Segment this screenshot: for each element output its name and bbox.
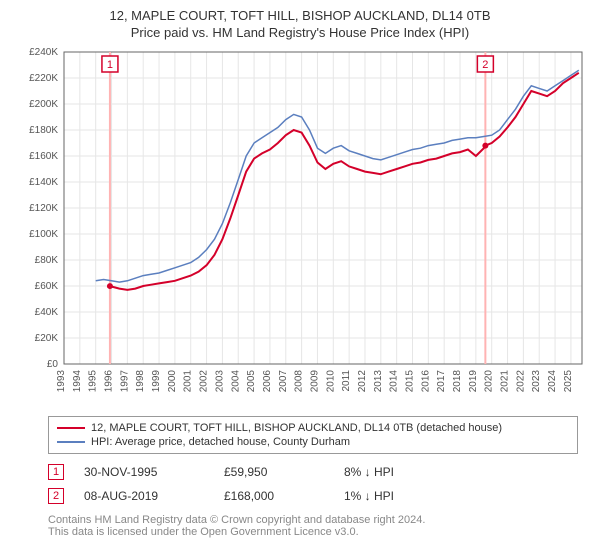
event-delta: 8% ↓ HPI: [344, 465, 394, 479]
event-price: £168,000: [224, 489, 324, 503]
legend-swatch: [57, 427, 85, 429]
svg-text:2: 2: [482, 59, 488, 71]
legend: 12, MAPLE COURT, TOFT HILL, BISHOP AUCKL…: [48, 416, 578, 454]
svg-text:1995: 1995: [88, 370, 99, 393]
svg-text:2010: 2010: [325, 370, 336, 393]
svg-text:2004: 2004: [230, 370, 241, 393]
svg-text:£20K: £20K: [35, 333, 59, 344]
event-table: 1 30-NOV-1995 £59,950 8% ↓ HPI 2 08-AUG-2019 £…: [48, 460, 588, 508]
legend-item: HPI: Average price, detached house, Coun…: [57, 435, 569, 449]
legend-item: 12, MAPLE COURT, TOFT HILL, BISHOP AUCKL…: [57, 421, 569, 435]
svg-text:2013: 2013: [373, 370, 384, 393]
svg-text:2002: 2002: [199, 370, 210, 393]
svg-text:2007: 2007: [278, 370, 289, 393]
title-subtitle: Price paid vs. HM Land Registry's House …: [12, 25, 588, 40]
svg-text:£160K: £160K: [29, 151, 58, 162]
svg-text:2011: 2011: [341, 370, 352, 392]
svg-text:£220K: £220K: [29, 73, 58, 84]
svg-text:2009: 2009: [309, 370, 320, 393]
svg-text:2012: 2012: [357, 370, 368, 393]
event-row: 1 30-NOV-1995 £59,950 8% ↓ HPI: [48, 460, 588, 484]
svg-text:1994: 1994: [72, 370, 83, 393]
svg-text:2014: 2014: [389, 370, 400, 393]
chart-area: £0 £20K £40K £60K £80K £100K £120K £140K £160K £1…: [12, 46, 588, 406]
title-address: 12, MAPLE COURT, TOFT HILL, BISHOP AUCKL…: [12, 8, 588, 23]
svg-text:1996: 1996: [104, 370, 115, 393]
line-chart: £0 £20K £40K £60K £80K £100K £120K £140K £160K £1…: [12, 46, 588, 406]
svg-text:2006: 2006: [262, 370, 273, 393]
svg-text:2008: 2008: [294, 370, 305, 393]
svg-text:2000: 2000: [167, 370, 178, 393]
svg-text:2021: 2021: [500, 370, 511, 393]
svg-text:2020: 2020: [484, 370, 495, 393]
svg-text:£180K: £180K: [29, 125, 58, 136]
svg-text:2003: 2003: [214, 370, 225, 393]
svg-text:£0: £0: [47, 359, 59, 370]
event-date: 30-NOV-1995: [84, 465, 204, 479]
svg-text:2005: 2005: [246, 370, 257, 393]
event-marker: 2: [48, 488, 64, 504]
svg-text:£100K: £100K: [29, 229, 58, 240]
svg-text:£240K: £240K: [29, 47, 58, 58]
event-price: £59,950: [224, 465, 324, 479]
footer-line-2: This data is licensed under the Open Gov…: [48, 526, 588, 538]
svg-text:£120K: £120K: [29, 203, 58, 214]
svg-text:2017: 2017: [436, 370, 447, 393]
svg-text:£80K: £80K: [35, 255, 59, 266]
svg-text:2018: 2018: [452, 370, 463, 393]
event-row: 2 08-AUG-2019 £168,000 1% ↓ HPI: [48, 484, 588, 508]
svg-text:£60K: £60K: [35, 281, 59, 292]
svg-text:2016: 2016: [420, 370, 431, 393]
svg-text:2025: 2025: [563, 370, 574, 393]
svg-text:£40K: £40K: [35, 307, 59, 318]
title-block: 12, MAPLE COURT, TOFT HILL, BISHOP AUCKL…: [12, 8, 588, 40]
svg-text:2023: 2023: [531, 370, 542, 393]
event-marker: 1: [48, 464, 64, 480]
legend-label: 12, MAPLE COURT, TOFT HILL, BISHOP AUCKL…: [91, 422, 502, 434]
svg-text:2001: 2001: [183, 370, 194, 393]
legend-swatch: [57, 441, 85, 443]
svg-text:2024: 2024: [547, 370, 558, 393]
svg-text:2015: 2015: [405, 370, 416, 393]
svg-text:2022: 2022: [515, 370, 526, 393]
footer-attribution: Contains HM Land Registry data © Crown c…: [48, 514, 588, 538]
event-delta: 1% ↓ HPI: [344, 489, 394, 503]
legend-label: HPI: Average price, detached house, Coun…: [91, 436, 350, 448]
svg-text:1993: 1993: [56, 370, 67, 393]
svg-text:1999: 1999: [151, 370, 162, 393]
svg-text:2019: 2019: [468, 370, 479, 393]
svg-text:1997: 1997: [119, 370, 130, 393]
chart-container: 12, MAPLE COURT, TOFT HILL, BISHOP AUCKL…: [0, 0, 600, 546]
event-date: 08-AUG-2019: [84, 489, 204, 503]
svg-text:1998: 1998: [135, 370, 146, 393]
svg-text:£140K: £140K: [29, 177, 58, 188]
svg-text:£200K: £200K: [29, 99, 58, 110]
svg-text:1: 1: [107, 59, 113, 71]
footer-line-1: Contains HM Land Registry data © Crown c…: [48, 514, 588, 526]
